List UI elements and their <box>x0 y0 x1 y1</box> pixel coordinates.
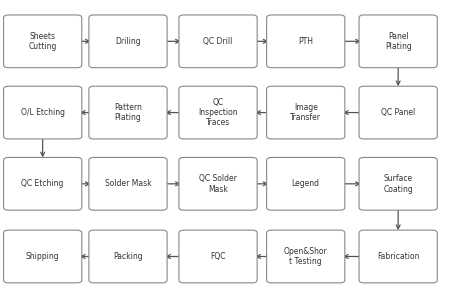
FancyBboxPatch shape <box>4 86 82 139</box>
Text: QC Etching: QC Etching <box>21 179 64 188</box>
FancyBboxPatch shape <box>89 230 167 283</box>
Text: Sheets
Cutting: Sheets Cutting <box>28 32 57 51</box>
Text: Pattern
Plating: Pattern Plating <box>114 103 142 122</box>
FancyBboxPatch shape <box>359 15 437 68</box>
Text: Panel
Plating: Panel Plating <box>385 32 411 51</box>
FancyBboxPatch shape <box>359 157 437 210</box>
FancyBboxPatch shape <box>179 15 257 68</box>
Text: O/L Etching: O/L Etching <box>21 108 64 117</box>
Text: QC Panel: QC Panel <box>381 108 415 117</box>
FancyBboxPatch shape <box>266 86 345 139</box>
Text: Surface
Coating: Surface Coating <box>383 174 413 194</box>
FancyBboxPatch shape <box>359 230 437 283</box>
FancyBboxPatch shape <box>4 15 82 68</box>
Text: Open&Shor
t Testing: Open&Shor t Testing <box>284 247 328 266</box>
Text: Shipping: Shipping <box>26 252 59 261</box>
FancyBboxPatch shape <box>266 230 345 283</box>
FancyBboxPatch shape <box>179 157 257 210</box>
FancyBboxPatch shape <box>266 157 345 210</box>
Text: QC Drill: QC Drill <box>203 37 233 46</box>
FancyBboxPatch shape <box>89 157 167 210</box>
FancyBboxPatch shape <box>89 15 167 68</box>
Text: Legend: Legend <box>292 179 320 188</box>
Text: Solder Mask: Solder Mask <box>105 179 151 188</box>
Text: PTH: PTH <box>298 37 313 46</box>
Text: QC Solder
Mask: QC Solder Mask <box>199 174 237 194</box>
Text: Driling: Driling <box>115 37 141 46</box>
Text: QC
Inspection
Traces: QC Inspection Traces <box>198 98 238 127</box>
Text: Fabrication: Fabrication <box>377 252 419 261</box>
FancyBboxPatch shape <box>359 86 437 139</box>
FancyBboxPatch shape <box>89 86 167 139</box>
FancyBboxPatch shape <box>179 230 257 283</box>
FancyBboxPatch shape <box>179 86 257 139</box>
Text: FQC: FQC <box>210 252 226 261</box>
FancyBboxPatch shape <box>4 230 82 283</box>
Text: Image
Transfer: Image Transfer <box>290 103 321 122</box>
FancyBboxPatch shape <box>266 15 345 68</box>
Text: Packing: Packing <box>113 252 143 261</box>
FancyBboxPatch shape <box>4 157 82 210</box>
